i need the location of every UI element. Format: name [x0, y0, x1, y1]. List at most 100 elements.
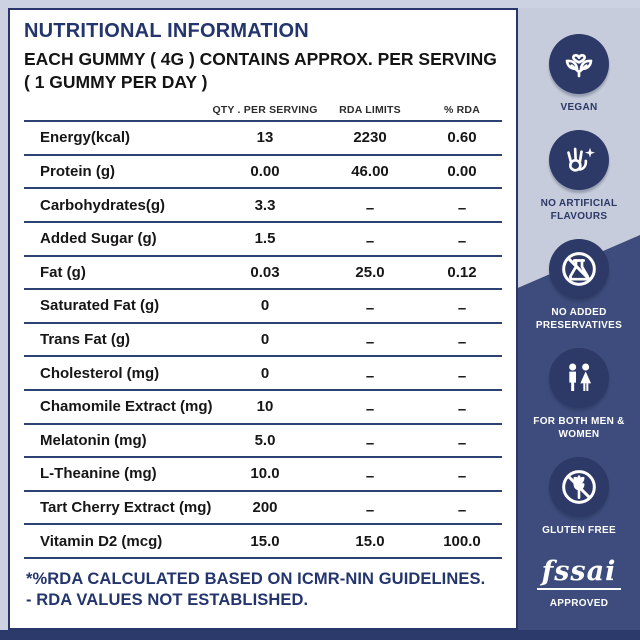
- vegan-icon: [549, 34, 609, 94]
- rda-percent-value: –: [457, 300, 467, 318]
- badge-label: APPROVED: [549, 598, 609, 609]
- rda-percent-value: 0.12: [447, 263, 477, 281]
- no-gluten-badge: GLUTEN FREE: [523, 456, 635, 538]
- rda-percent-value: –: [457, 334, 467, 352]
- rda-limit-value: –: [365, 434, 375, 452]
- rda-percent-value: 100.0: [443, 532, 481, 550]
- nutrient-label: L-Theanine (mg): [40, 465, 157, 483]
- nutrient-label: Chamomile Extract (mg): [40, 398, 213, 416]
- qty-per-serving-value: 13: [256, 129, 274, 147]
- men-women-badge: FOR BOTH MEN & WOMEN: [523, 347, 635, 442]
- qty-per-serving-value: 200: [252, 499, 278, 517]
- no-flask-badge: NO ADDED PRESERVATIVES: [523, 238, 635, 333]
- rda-limit-value: –: [365, 300, 375, 318]
- qty-per-serving-value: 0: [260, 297, 270, 315]
- rda-limit-value: –: [365, 199, 375, 217]
- rda-percent-value: –: [457, 468, 467, 486]
- nutrient-label: Vitamin D2 (mcg): [40, 532, 163, 550]
- column-header-rda: RDA LIMITS: [339, 104, 401, 117]
- badge-label: NO ADDED PRESERVATIVES: [535, 306, 623, 332]
- rda-percent-value: –: [457, 199, 467, 217]
- nutrient-label: Melatonin (mg): [40, 431, 147, 449]
- rda-limit-value: 25.0: [355, 263, 385, 281]
- rda-percent-value: 0.60: [447, 129, 477, 147]
- rda-percent-value: 0.00: [447, 163, 477, 181]
- nutrition-table: QTY . PER SERVING RDA LIMITS % RDA Energ…: [24, 100, 502, 559]
- table-row: Fat (g) 0.03 25.0 0.12: [24, 257, 502, 291]
- nutrition-table-body: Energy(kcal) 13 2230 0.60 Protein (g) 0.…: [24, 122, 502, 559]
- qty-per-serving-value: 0: [260, 364, 270, 382]
- nutrient-label: Tart Cherry Extract (mg): [40, 499, 212, 517]
- rda-limit-value: –: [365, 468, 375, 486]
- table-row: Cholesterol (mg) 0 – –: [24, 357, 502, 391]
- qty-per-serving-value: 0.00: [250, 163, 280, 181]
- table-row: Saturated Fat (g) 0 – –: [24, 290, 502, 324]
- column-header-pct: % RDA: [443, 104, 480, 117]
- nutrient-label: Carbohydrates(g): [40, 196, 166, 214]
- table-row: Chamomile Extract (mg) 10 – –: [24, 391, 502, 425]
- no-flask-icon: [549, 238, 609, 299]
- badge-sidebar: VEGAN NO ARTIFICIAL FLAVOURS NO ADDED PR…: [518, 8, 640, 630]
- nutrient-label: Energy(kcal): [40, 129, 131, 147]
- badge-label: GLUTEN FREE: [542, 524, 616, 536]
- footnote-line-2: - RDA VALUES NOT ESTABLISHED.: [26, 591, 309, 610]
- rda-percent-value: –: [457, 233, 467, 251]
- nutrient-label: Added Sugar (g): [40, 230, 157, 248]
- fssai-badge: fssai APPROVED: [523, 558, 635, 611]
- fssai-logo: fssai: [536, 558, 622, 590]
- serving-subtitle: EACH GUMMY ( 4G ) CONTAINS APPROX. PER S…: [24, 49, 497, 93]
- table-row: Energy(kcal) 13 2230 0.60: [24, 122, 502, 156]
- table-row: L-Theanine (mg) 10.0 – –: [24, 458, 502, 492]
- qty-per-serving-value: 10.0: [250, 465, 280, 483]
- qty-per-serving-value: 10: [256, 398, 274, 416]
- footnote: *%RDA CALCULATED BASED ON ICMR-NIN GUIDE…: [24, 569, 502, 612]
- rda-percent-value: –: [457, 401, 467, 419]
- page-title: NUTRITIONAL INFORMATION: [24, 20, 309, 42]
- nutrient-label: Trans Fat (g): [40, 331, 131, 349]
- no-gluten-icon: [549, 456, 609, 517]
- table-header-row: QTY . PER SERVING RDA LIMITS % RDA: [24, 100, 502, 123]
- ok-hand-sparkle-icon: [549, 129, 609, 190]
- qty-per-serving-value: 1.5: [254, 230, 276, 248]
- rda-limit-value: –: [365, 502, 375, 520]
- table-row: Protein (g) 0.00 46.00 0.00: [24, 156, 502, 190]
- table-row: Carbohydrates(g) 3.3 – –: [24, 189, 502, 223]
- column-header-qty: QTY . PER SERVING: [212, 104, 318, 117]
- badge-label: VEGAN: [560, 102, 598, 113]
- rda-limit-value: 15.0: [355, 532, 385, 550]
- qty-per-serving-value: 15.0: [250, 532, 280, 550]
- qty-per-serving-value: 3.3: [254, 196, 276, 214]
- table-row: Added Sugar (g) 1.5 – –: [24, 223, 502, 257]
- nutrition-panel: NUTRITIONAL INFORMATION EACH GUMMY ( 4G …: [8, 8, 518, 630]
- rda-limit-value: 2230: [353, 129, 387, 147]
- table-row: Melatonin (mg) 5.0 – –: [24, 425, 502, 459]
- rda-limit-value: 46.00: [351, 163, 389, 181]
- badge-list: VEGAN NO ARTIFICIAL FLAVOURS NO ADDED PR…: [518, 8, 640, 630]
- badge-label: FOR BOTH MEN & WOMEN: [533, 415, 625, 441]
- qty-per-serving-value: 5.0: [254, 431, 276, 449]
- men-women-icon: [549, 347, 609, 408]
- table-row: Tart Cherry Extract (mg) 200 – –: [24, 492, 502, 526]
- footnote-line-1: *%RDA CALCULATED BASED ON ICMR-NIN GUIDE…: [26, 569, 486, 588]
- bottom-accent-bar: [0, 630, 640, 640]
- rda-limit-value: –: [365, 367, 375, 385]
- vegan-badge: VEGAN: [523, 34, 635, 115]
- rda-limit-value: –: [365, 334, 375, 352]
- rda-percent-value: –: [457, 502, 467, 520]
- badge-label: NO ARTIFICIAL FLAVOURS: [540, 197, 618, 223]
- rda-percent-value: –: [457, 434, 467, 452]
- ok-hand-sparkle-badge: NO ARTIFICIAL FLAVOURS: [523, 129, 635, 224]
- table-row: Vitamin D2 (mcg) 15.0 15.0 100.0: [24, 525, 502, 559]
- qty-per-serving-value: 0: [260, 331, 270, 349]
- nutrient-label: Fat (g): [40, 263, 86, 281]
- qty-per-serving-value: 0.03: [250, 263, 280, 281]
- nutrient-label: Cholesterol (mg): [40, 364, 160, 382]
- nutrient-label: Saturated Fat (g): [40, 297, 160, 315]
- rda-limit-value: –: [365, 233, 375, 251]
- nutrient-label: Protein (g): [40, 163, 115, 181]
- rda-limit-value: –: [365, 401, 375, 419]
- sidebar-diagonal-background: [518, 235, 640, 630]
- table-row: Trans Fat (g) 0 – –: [24, 324, 502, 358]
- rda-percent-value: –: [457, 367, 467, 385]
